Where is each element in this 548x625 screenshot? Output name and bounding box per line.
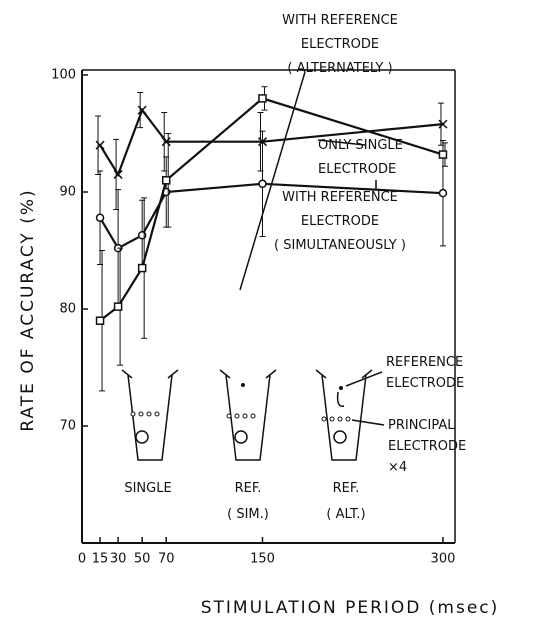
y-tick-label: 80 (59, 302, 76, 317)
marker (137, 263, 147, 273)
marker (438, 150, 448, 159)
x-tick-label: 30 (110, 552, 127, 567)
marker (438, 119, 448, 129)
inset-label: REF.( SIM.) (227, 481, 269, 522)
marker (161, 176, 171, 185)
x-axis-label: STIMULATION PERIOD (msec) (201, 598, 500, 618)
inset-diagrams (121, 69, 385, 461)
x-tick-label: 15 (92, 552, 109, 567)
x-tick-label: 70 (158, 552, 175, 567)
annotation: REFERENCE ELECTRODE (386, 355, 464, 391)
inset-label: REF.( ALT.) (326, 481, 365, 522)
x-tick-label: 50 (134, 552, 151, 567)
series-line (99, 107, 444, 177)
series-line (99, 182, 444, 250)
series-label: ONLY SINGLE ELECTRODE (318, 138, 403, 177)
y-tick-label: 90 (59, 185, 76, 200)
marker (258, 179, 267, 189)
marker (258, 94, 267, 103)
marker (438, 188, 448, 198)
marker (113, 169, 123, 179)
marker (95, 316, 105, 325)
error-bar (137, 92, 144, 129)
x-tick-label: 300 (431, 552, 456, 567)
series-label: WITH REFERENCE ELECTRODE( SIMULTANEOUSLY … (274, 190, 406, 253)
x-tick-label: 150 (250, 552, 275, 567)
y-tick-label: 70 (59, 419, 76, 434)
series-label: WITH REFERENCE ELECTRODE( ALTERNATELY ) (282, 13, 398, 76)
marker (95, 213, 105, 222)
marker (137, 105, 147, 115)
x-tick-label: 0 (78, 552, 86, 567)
marker (161, 137, 171, 147)
marker (95, 140, 105, 150)
series-line (99, 97, 444, 322)
inset-label: SINGLE (124, 481, 171, 496)
marker (113, 302, 123, 311)
y-axis-label: RATE OF ACCURACY (%) (18, 188, 38, 431)
annotation: PRINCIPAL ELECTRODE ×4 (388, 418, 466, 475)
y-tick-label: 100 (51, 68, 76, 83)
